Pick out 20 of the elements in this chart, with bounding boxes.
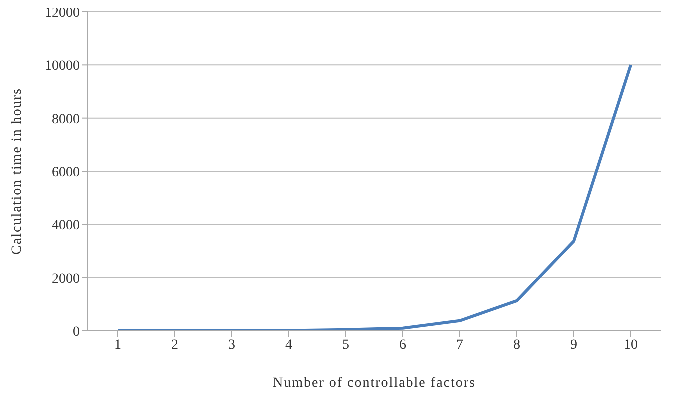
y-tick-label: 4000 <box>52 218 80 234</box>
y-axis-title: Calculation time in hours <box>10 88 25 255</box>
y-tick-label: 0 <box>73 324 80 340</box>
y-tick-label: 2000 <box>52 272 80 287</box>
x-tick-label: 8 <box>514 338 520 353</box>
y-tick-label: 10000 <box>45 59 80 74</box>
x-tick-label: 5 <box>342 338 350 353</box>
y-tick-label: 12000 <box>45 6 80 21</box>
line-series <box>116 64 632 331</box>
x-tick-label: 1 <box>114 338 122 353</box>
x-tick-label: 2 <box>172 338 178 353</box>
x-tick-label: 4 <box>286 338 292 353</box>
x-tick-label: 9 <box>570 338 578 353</box>
x-tick-label: 10 <box>624 338 638 353</box>
y-tick-label: 6000 <box>52 165 80 180</box>
x-tick-label: 3 <box>228 338 236 353</box>
x-tick-label: 7 <box>456 338 464 353</box>
y-tick-label: 8000 <box>52 112 80 128</box>
x-tick-label: 6 <box>400 338 406 353</box>
x-axis-title: Number of controllable factors <box>273 376 476 391</box>
